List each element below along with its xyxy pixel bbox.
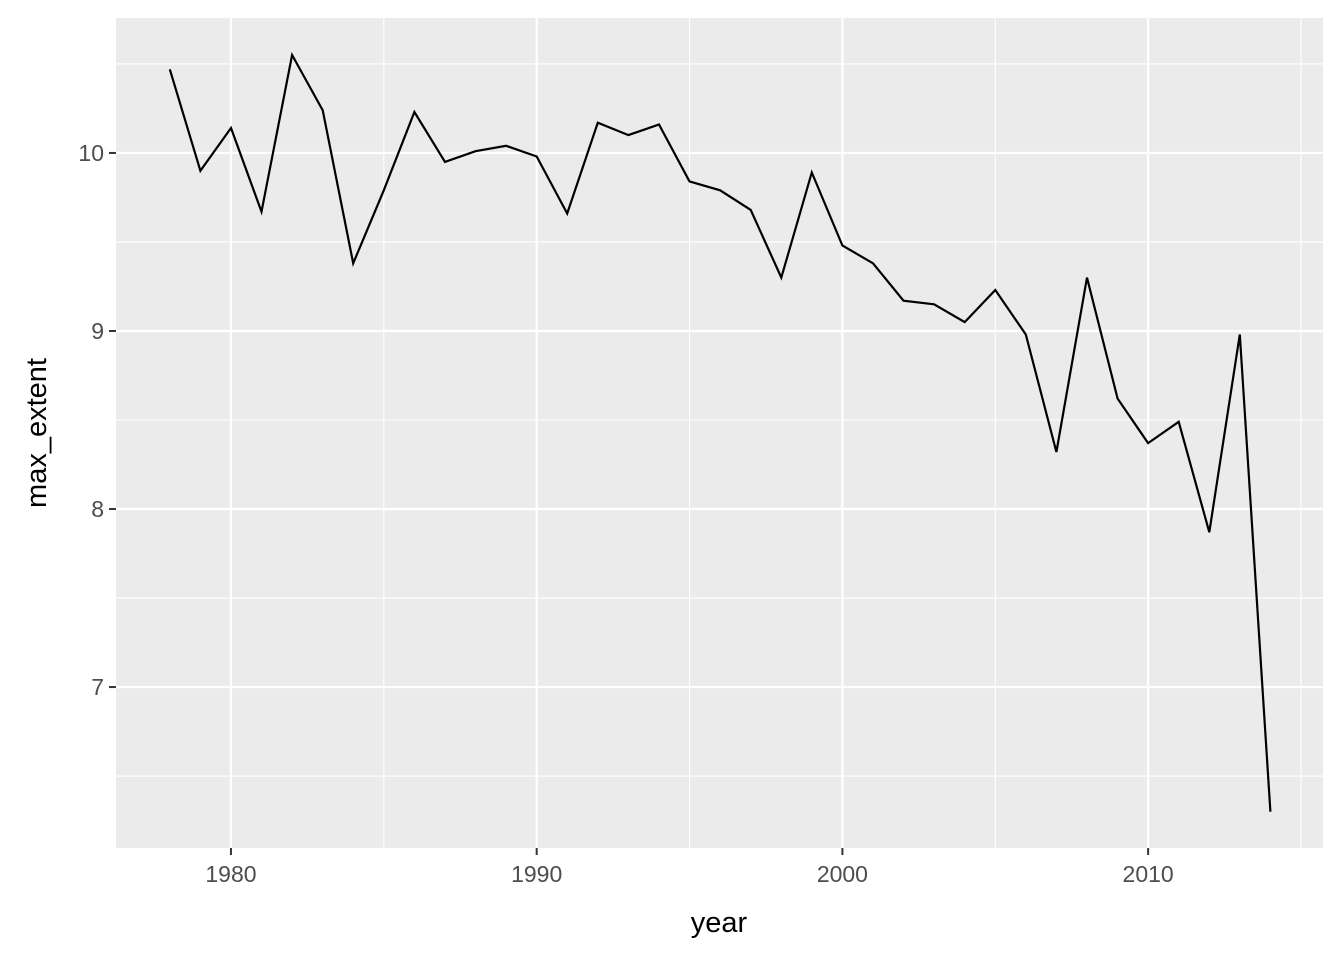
x-axis-label: year bbox=[691, 907, 748, 939]
y-tick-label: 7 bbox=[91, 674, 104, 700]
x-axis: 1980 1990 2000 2010 bbox=[205, 848, 1174, 887]
x-tick-label: 2000 bbox=[817, 861, 868, 887]
x-tick-label: 2010 bbox=[1123, 861, 1174, 887]
series-line bbox=[168, 51, 1272, 812]
y-tick-label: 9 bbox=[91, 318, 104, 344]
y-tick-label: 10 bbox=[78, 140, 104, 166]
y-tick-label: 8 bbox=[91, 496, 104, 522]
y-axis: 7 8 9 10 bbox=[78, 140, 116, 700]
plot-panel bbox=[116, 18, 1323, 848]
y-axis-label: max_extent bbox=[21, 358, 53, 508]
x-tick-label: 1990 bbox=[511, 861, 562, 887]
minor-gridlines bbox=[116, 18, 1323, 848]
x-tick-label: 1980 bbox=[205, 861, 256, 887]
